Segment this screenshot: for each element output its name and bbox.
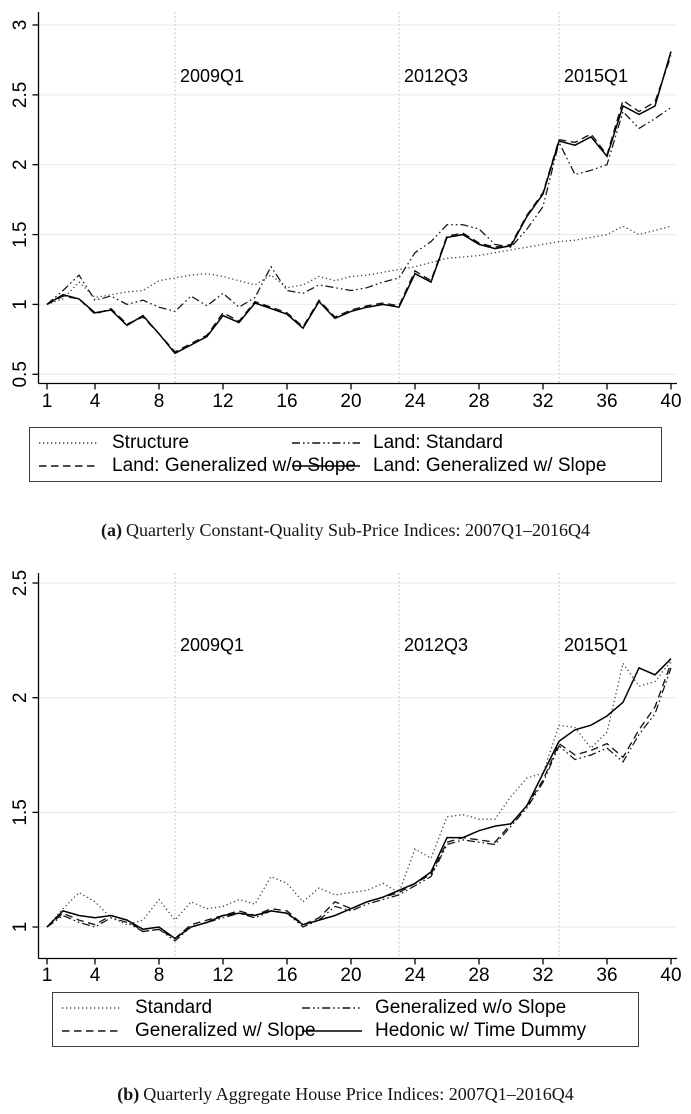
event-lines: 2009Q1 2012Q3 2015Q1	[174, 573, 628, 959]
series-dashed	[46, 663, 672, 940]
x-tick-label: 8	[154, 965, 165, 986]
x-tick-label: 4	[90, 391, 101, 412]
caption-a-text: Quarterly Constant-Quality Sub-Price Ind…	[126, 520, 590, 540]
x-tick-label: 20	[340, 965, 361, 986]
series-solid	[46, 658, 672, 940]
line-sample-dashdot-icon	[292, 442, 360, 444]
legend-a: Structure Land: Standard Land: Generaliz…	[0, 427, 691, 482]
event-label: 2009Q1	[180, 635, 244, 655]
x-tick-label: 12	[212, 965, 233, 986]
x-tick-label: 16	[276, 391, 297, 412]
legend-item-gen-wo-slope: Generalized w/o Slope	[301, 997, 628, 1019]
y-tick-label: 0.5	[10, 361, 31, 387]
caption-b-tag: (b)	[117, 1084, 140, 1104]
legend-item-land-standard: Land: Standard	[291, 432, 651, 454]
legend-label: Hedonic w/ Time Dummy	[375, 1020, 587, 1042]
x-tick-label: 16	[276, 965, 297, 986]
x-tick-label: 32	[532, 965, 553, 986]
series-lines	[46, 51, 672, 355]
line-sample-solid-icon	[292, 465, 360, 467]
legend-label: Land: Standard	[373, 431, 503, 453]
y-tick-label: 2.5	[10, 570, 31, 596]
legend-label: Generalized w/ Slope	[135, 1020, 316, 1042]
legend-item-land-gen-w-slope: Land: Generalized w/ Slope	[291, 455, 651, 477]
y-tick-label: 2.5	[10, 82, 31, 108]
legend-item-standard: Standard	[61, 997, 301, 1019]
y-tick-label: 2	[10, 692, 31, 703]
line-sample-solid-icon	[302, 1030, 362, 1032]
legend-a-box: Structure Land: Standard Land: Generaliz…	[29, 427, 662, 482]
gridlines	[38, 24, 677, 375]
caption-b-text: Quarterly Aggregate House Price Indices:…	[143, 1084, 574, 1104]
series-dotted	[46, 225, 672, 306]
x-tick-label: 36	[596, 965, 617, 986]
y-tick-label: 1	[10, 922, 31, 933]
series-dashdot	[46, 667, 672, 942]
x-tick-label: 8	[154, 391, 165, 412]
event-label: 2012Q3	[404, 635, 468, 655]
series-dotted	[46, 660, 672, 928]
caption-a-tag: (a)	[101, 520, 123, 540]
y-tick-label: 2	[10, 159, 31, 170]
x-tick-label: 28	[468, 965, 489, 986]
series-dashed	[46, 55, 672, 353]
line-sample-dotted-icon	[39, 442, 99, 444]
x-tick-label: 36	[596, 391, 617, 412]
y-tick-label: 3	[10, 20, 31, 31]
series-lines	[46, 658, 672, 942]
line-sample-dotted-icon	[62, 1007, 122, 1009]
legend-b-box: Standard Generalized w/o Slope Generaliz…	[52, 992, 639, 1047]
x-tick-label: 1	[42, 391, 53, 412]
chart-a-subprice-indices: 2009Q1 2012Q3 2015Q1 0.5 1 1.5 2 2.5 3 1 4 8 12 16 20 2…	[10, 12, 682, 412]
legend-label: Standard	[135, 996, 213, 1018]
event-lines: 2009Q1 2012Q3 2015Q1	[174, 12, 628, 384]
y-tick-label: 1	[10, 299, 31, 310]
series-solid	[46, 51, 672, 355]
x-tick-label: 24	[404, 391, 426, 412]
legend-b: Standard Generalized w/o Slope Generaliz…	[0, 992, 691, 1047]
series-dashdot	[46, 106, 672, 313]
event-label: 2015Q1	[564, 66, 628, 86]
gridlines	[38, 582, 677, 928]
legend-item-hedonic: Hedonic w/ Time Dummy	[301, 1020, 628, 1042]
y-tick-label: 1.5	[10, 221, 31, 247]
x-tick-label: 40	[660, 965, 681, 986]
event-label: 2009Q1	[180, 66, 244, 86]
event-label: 2012Q3	[404, 66, 468, 86]
axes: 0.5 1 1.5 2 2.5 3 1 4 8 12 16 20 24 28 32 36 40	[10, 12, 682, 412]
line-sample-dashed-icon	[39, 465, 99, 467]
caption-a: (a) Quarterly Constant-Quality Sub-Price …	[0, 520, 691, 541]
legend-item-gen-w-slope: Generalized w/ Slope	[61, 1020, 316, 1042]
x-tick-label: 4	[90, 965, 101, 986]
x-tick-label: 32	[532, 391, 553, 412]
line-sample-dashdot-icon	[302, 1007, 362, 1009]
legend-label: Land: Generalized w/ Slope	[373, 455, 607, 477]
x-tick-label: 20	[340, 391, 361, 412]
line-sample-dashed-icon	[62, 1030, 122, 1032]
legend-label: Generalized w/o Slope	[375, 996, 567, 1018]
legend-item-structure: Structure	[38, 432, 291, 454]
x-tick-label: 28	[468, 391, 489, 412]
x-tick-label: 40	[660, 391, 681, 412]
y-tick-label: 1.5	[10, 799, 31, 825]
caption-b: (b) Quarterly Aggregate House Price Indic…	[0, 1084, 691, 1105]
legend-label: Structure	[112, 431, 190, 453]
x-tick-label: 12	[212, 391, 233, 412]
event-label: 2015Q1	[564, 635, 628, 655]
axes: 1 1.5 2 2.5 1 4 8 12 16 20 24 28 32 36 40	[10, 570, 682, 986]
x-tick-label: 24	[404, 965, 426, 986]
x-tick-label: 1	[42, 965, 53, 986]
chart-b-house-price-indices: 2009Q1 2012Q3 2015Q1 1 1.5 2 2.5 1 4 8 12 16 20 24 28 3…	[10, 570, 682, 986]
legend-label: Land: Generalized w/o Slope	[112, 455, 356, 477]
legend-item-land-gen-wo-slope: Land: Generalized w/o Slope	[38, 455, 356, 477]
